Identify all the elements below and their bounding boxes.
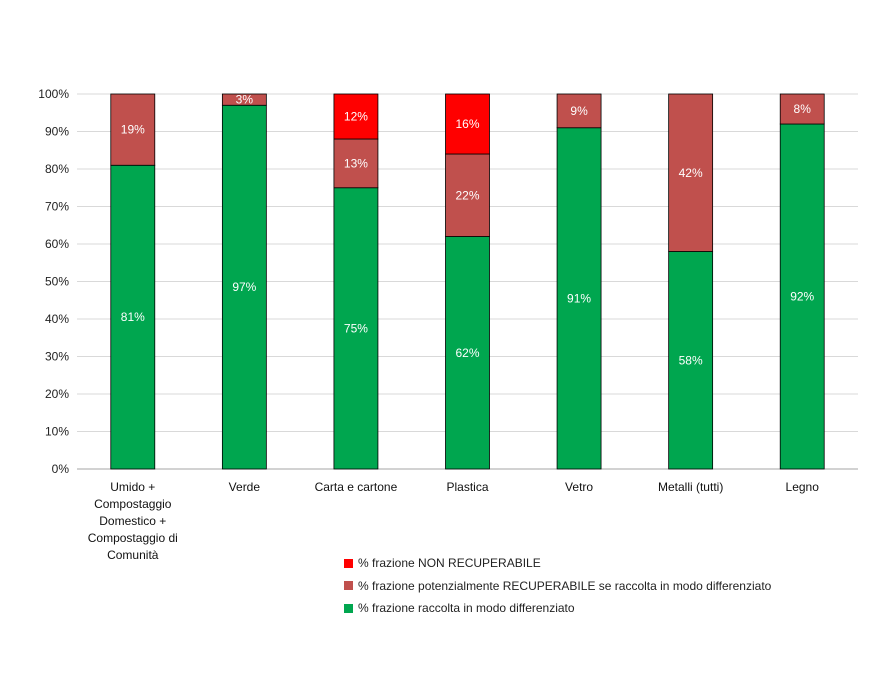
y-tick-label: 40% [45, 312, 69, 326]
data-label: 81% [121, 310, 145, 324]
x-category-label: Compostaggio di [88, 531, 178, 545]
bar-segment [333, 138, 379, 189]
y-tick-label: 20% [45, 387, 69, 401]
bar-segment [556, 127, 602, 470]
bar-segment [110, 164, 156, 470]
bar-segment [221, 104, 267, 470]
data-label: 58% [679, 353, 703, 367]
legend-swatch [344, 558, 353, 568]
legend-item: % frazione potenzialmente RECUPERABILE s… [344, 575, 771, 598]
data-label: 16% [455, 117, 479, 131]
x-category-label: Umido + [110, 480, 155, 494]
y-tick-label: 50% [45, 275, 69, 289]
x-category-label: Carta e cartone [315, 480, 398, 494]
legend-label: % frazione potenzialmente RECUPERABILE s… [358, 578, 772, 593]
legend: % frazione NON RECUPERABILE % frazione po… [344, 552, 771, 620]
y-tick-label: 60% [45, 237, 69, 251]
y-tick-label: 30% [45, 350, 69, 364]
x-category-label: Comunità [107, 548, 159, 562]
x-category-label: Domestico + [99, 514, 166, 528]
data-label: 9% [570, 104, 588, 118]
data-label: 91% [567, 291, 591, 305]
y-axis-ticks: 0% 10% 20% 30% 40% 50% 60% 70% 80% 90% 100% [38, 87, 69, 476]
legend-label: % frazione NON RECUPERABILE [358, 556, 541, 571]
x-category-label: Compostaggio [94, 497, 172, 511]
bar-segment [110, 93, 156, 166]
bar-segment [445, 93, 490, 155]
legend-swatch [344, 603, 353, 613]
legend-item: % frazione raccolta in modo differenziat… [344, 597, 771, 620]
y-tick-label: 0% [52, 462, 70, 476]
y-tick-label: 100% [38, 87, 69, 101]
data-label: 75% [344, 321, 368, 335]
bar-segment [445, 236, 490, 470]
x-axis-categories: Umido + Compostaggio Domestico + Compostagg… [88, 480, 819, 562]
y-tick-label: 90% [45, 125, 69, 139]
bar-segment [445, 153, 490, 237]
data-label: 92% [790, 290, 814, 304]
x-category-label: Verde [229, 480, 261, 494]
data-label: 62% [455, 346, 479, 360]
x-category-label: Plastica [446, 480, 488, 494]
data-label: 8% [794, 102, 812, 116]
data-label: 3% [236, 93, 254, 107]
legend-swatch [344, 581, 353, 591]
data-label: 13% [344, 156, 368, 170]
data-label: 42% [679, 166, 703, 180]
legend-item: % frazione NON RECUPERABILE [344, 552, 771, 575]
x-category-label: Metalli (tutti) [658, 480, 723, 494]
bars: 81% 19% 97% 3% 75% 13% 12% 62% 22% 16% 91% 9% 58% 42%… [110, 93, 825, 470]
bar-segment [668, 93, 714, 252]
bar-segment [779, 123, 825, 470]
bar-segment [556, 93, 602, 129]
bar-segment [668, 251, 714, 470]
y-tick-label: 80% [45, 162, 69, 176]
x-category-label: Legno [786, 480, 820, 494]
y-tick-label: 70% [45, 200, 69, 214]
y-tick-label: 10% [45, 425, 69, 439]
data-label: 12% [344, 110, 368, 124]
bar-segment [221, 93, 267, 106]
data-label: 97% [232, 280, 256, 294]
bar-segment [779, 93, 825, 125]
data-label: 19% [121, 123, 145, 137]
data-label: 22% [455, 188, 479, 202]
x-category-label: Vetro [565, 480, 593, 494]
bar-segment [333, 93, 379, 140]
bar-segment [333, 187, 379, 470]
legend-label: % frazione raccolta in modo differenziat… [358, 601, 575, 616]
